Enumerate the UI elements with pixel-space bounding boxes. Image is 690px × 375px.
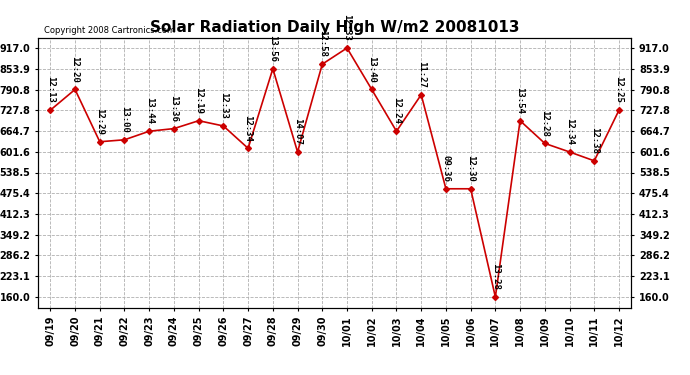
Text: Copyright 2008 Cartronics.com: Copyright 2008 Cartronics.com <box>44 26 175 35</box>
Text: 12:34: 12:34 <box>244 114 253 141</box>
Text: 12:34: 12:34 <box>565 118 574 145</box>
Text: 13:28: 13:28 <box>491 263 500 290</box>
Text: 13:00: 13:00 <box>120 106 129 133</box>
Text: 14:07: 14:07 <box>293 118 302 145</box>
Text: 12:33: 12:33 <box>219 92 228 119</box>
Text: 12:28: 12:28 <box>540 110 549 136</box>
Text: 12:25: 12:25 <box>615 76 624 103</box>
Text: 12:29: 12:29 <box>95 108 104 135</box>
Text: 12:13: 12:13 <box>46 76 55 103</box>
Text: 12:33: 12:33 <box>342 14 351 41</box>
Text: 13:44: 13:44 <box>145 98 154 124</box>
Text: 13:36: 13:36 <box>170 95 179 122</box>
Text: 12:30: 12:30 <box>466 155 475 182</box>
Text: 11:27: 11:27 <box>417 61 426 88</box>
Text: 12:20: 12:20 <box>70 56 79 82</box>
Text: 13:54: 13:54 <box>515 87 524 114</box>
Text: 12:38: 12:38 <box>590 127 599 154</box>
Text: 12:24: 12:24 <box>392 98 401 124</box>
Text: 09:36: 09:36 <box>442 155 451 182</box>
Text: 12:19: 12:19 <box>194 87 203 114</box>
Title: Solar Radiation Daily High W/m2 20081013: Solar Radiation Daily High W/m2 20081013 <box>150 20 520 35</box>
Text: 12:58: 12:58 <box>318 30 327 57</box>
Text: 13:56: 13:56 <box>268 35 277 62</box>
Text: 13:40: 13:40 <box>367 56 376 82</box>
